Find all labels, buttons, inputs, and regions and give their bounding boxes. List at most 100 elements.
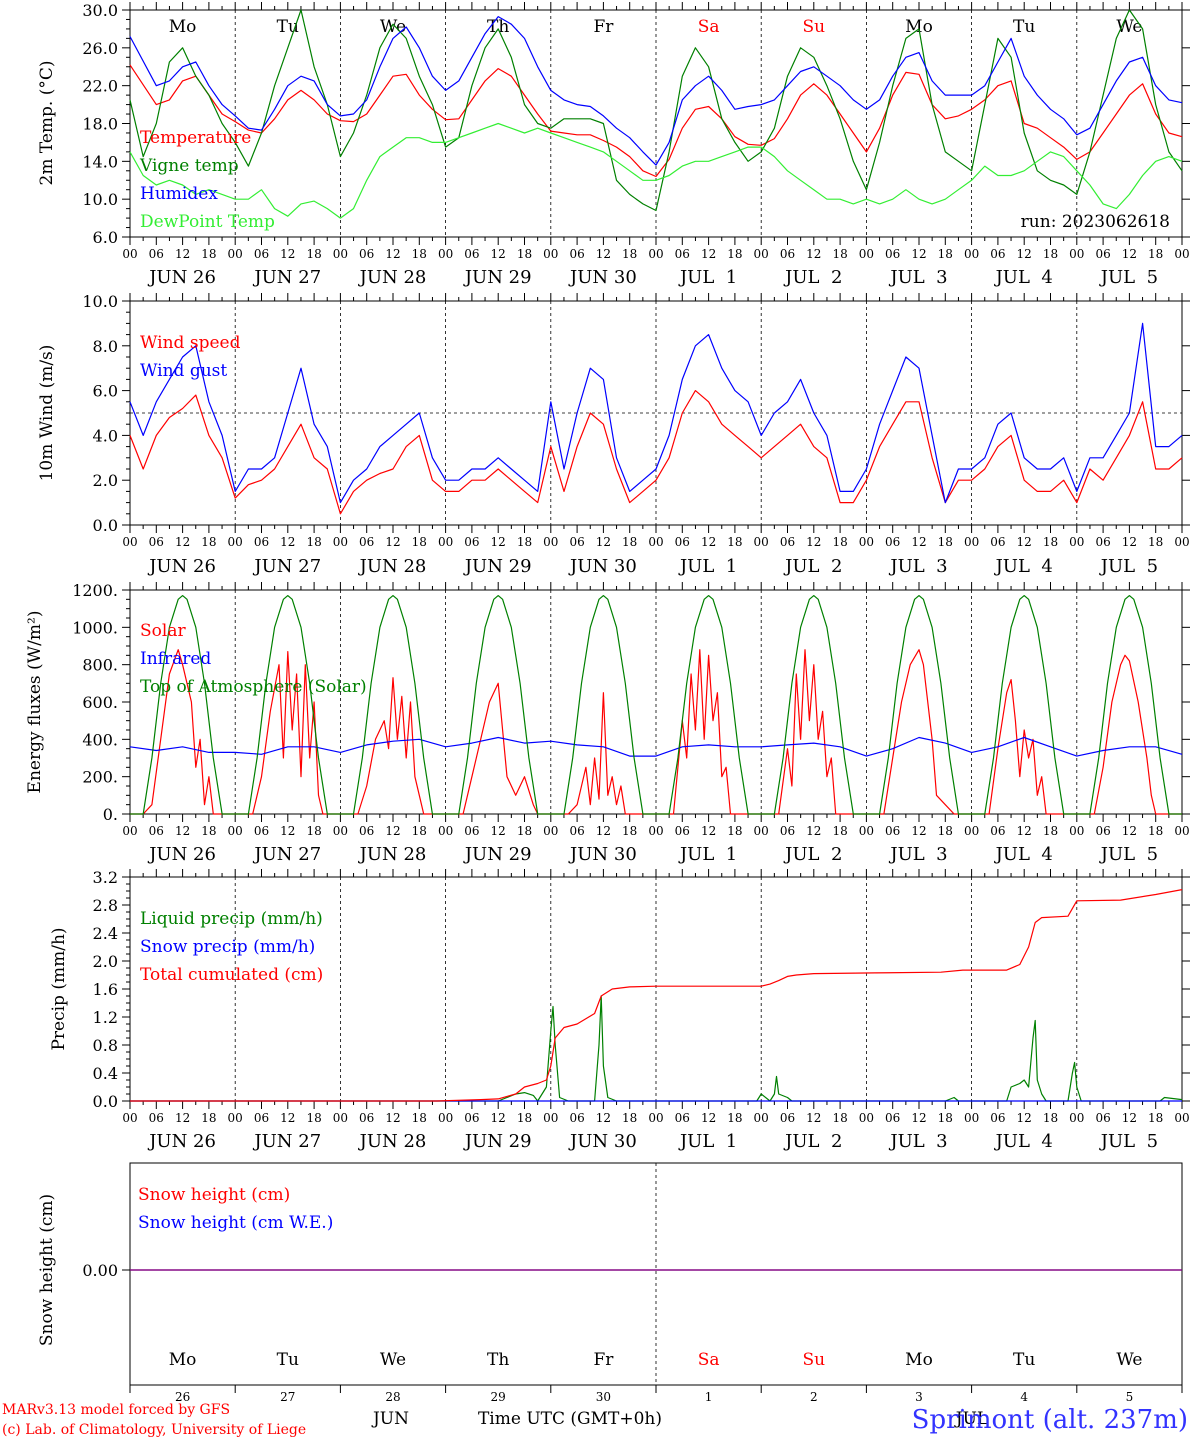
x-tick-label: 06 xyxy=(149,535,164,549)
date-label: JUN 27 xyxy=(252,844,321,865)
x-tick-label: 06 xyxy=(149,824,164,838)
x-tick-label: 12 xyxy=(806,824,821,838)
x-tick-label: 12 xyxy=(385,535,400,549)
x-tick-label: 18 xyxy=(1148,247,1163,261)
run-label: run: 2023062618 xyxy=(1021,212,1170,232)
date-label: JUL 1 xyxy=(678,1131,737,1152)
x-tick-label: 12 xyxy=(1017,1111,1032,1125)
legend-humidex: Humidex xyxy=(140,184,218,204)
footer: MARv3.13 model forced by GFS (c) Lab. of… xyxy=(2,1402,1188,1438)
month-label-jun: JUN xyxy=(371,1409,409,1429)
legend-wind-gust: Wind gust xyxy=(140,361,227,381)
temperature-x-ticks: 00 06 12 18 00 06 12 18 00 06 12 18 00 06 12 18 00 06 12 18… xyxy=(122,2,1190,261)
x-tick-label: 18 xyxy=(832,1111,847,1125)
snow-y-label: Snow height (cm) xyxy=(37,1194,57,1346)
x-tick-label: 18 xyxy=(727,1111,742,1125)
x-tick-label: 06 xyxy=(885,247,900,261)
series-line-3 xyxy=(129,122,1183,219)
x-tick-label: 06 xyxy=(990,824,1005,838)
y-tick-label: 10.0 xyxy=(82,292,118,311)
legend-total-cumulated: Total cumulated (cm) xyxy=(140,965,323,985)
x-tick-label: 18 xyxy=(412,824,427,838)
energy-day-grid xyxy=(234,590,1078,814)
x-tick-label: 06 xyxy=(359,535,374,549)
x-tick-label: 06 xyxy=(569,247,584,261)
x-tick-label: 12 xyxy=(596,1111,611,1125)
snow-day-numbers: 26 27 28 29 30 1 2 3 4 5 xyxy=(129,1385,1183,1404)
x-tick-label: 00 xyxy=(648,1111,663,1125)
x-tick-label: 00 xyxy=(543,1111,558,1125)
x-tick-label: 06 xyxy=(464,247,479,261)
x-tick-label: 00 xyxy=(228,824,243,838)
x-tick-label: 00 xyxy=(543,535,558,549)
x-tick-label: 00 xyxy=(964,247,979,261)
x-tick-label: 12 xyxy=(701,824,716,838)
wind-legend: Wind speed Wind gust xyxy=(140,333,241,381)
x-tick-label: 18 xyxy=(306,1111,321,1125)
date-label: JUL 2 xyxy=(783,1131,842,1152)
date-label: JUN 29 xyxy=(463,1131,532,1152)
weekday-label: Fr xyxy=(593,1350,614,1370)
date-label: JUL 3 xyxy=(888,556,947,577)
series-line-0 xyxy=(129,390,1183,515)
x-tick-label: 18 xyxy=(938,535,953,549)
x-tick-label: 00 xyxy=(543,247,558,261)
x-tick-label: 18 xyxy=(622,535,637,549)
y-tick-label: 6.0 xyxy=(93,228,118,247)
x-tick-label: 12 xyxy=(596,247,611,261)
y-tick-label: 1.2 xyxy=(93,1008,118,1027)
x-tick-label: 00 xyxy=(648,824,663,838)
x-tick-label: 06 xyxy=(990,535,1005,549)
x-tick-label: 00 xyxy=(754,1111,769,1125)
x-tick-label: 06 xyxy=(254,1111,269,1125)
wind-date-labels: JUN 26 JUN 27 JUN 28 JUN 29 JUN 30 JUL 1 JUL 2… xyxy=(147,556,1158,577)
x-tick-label: 06 xyxy=(780,247,795,261)
date-label: JUN 26 xyxy=(147,267,216,288)
x-tick-label: 18 xyxy=(517,1111,532,1125)
precip-day-grid xyxy=(234,877,1078,1101)
x-tick-label: 00 xyxy=(754,824,769,838)
x-tick-label: 18 xyxy=(1148,535,1163,549)
x-tick-label: 00 xyxy=(333,824,348,838)
date-label: JUN 29 xyxy=(463,844,532,865)
date-label: JUN 26 xyxy=(147,1131,216,1152)
x-tick-label: 06 xyxy=(149,1111,164,1125)
x-tick-label: 12 xyxy=(280,247,295,261)
day-number: 1 xyxy=(705,1390,713,1404)
x-tick-label: 12 xyxy=(701,247,716,261)
y-tick-label: 0. xyxy=(103,805,118,824)
x-tick-label: 06 xyxy=(675,824,690,838)
y-tick-label: 10.0 xyxy=(82,190,118,209)
x-tick-label: 18 xyxy=(1043,824,1058,838)
x-tick-label: 06 xyxy=(1095,247,1110,261)
model-credit: MARv3.13 model forced by GFS xyxy=(2,1402,230,1418)
x-tick-label: 00 xyxy=(438,535,453,549)
date-label: JUL 4 xyxy=(994,844,1053,865)
y-tick-label: 18.0 xyxy=(82,115,118,134)
date-label: JUN 28 xyxy=(358,1131,427,1152)
x-tick-label: 00 xyxy=(1174,824,1189,838)
x-tick-label: 06 xyxy=(569,824,584,838)
x-tick-label: 18 xyxy=(517,247,532,261)
x-tick-label: 00 xyxy=(333,247,348,261)
x-tick-label: 00 xyxy=(859,824,874,838)
x-tick-label: 18 xyxy=(727,824,742,838)
legend-temperature: Temperature xyxy=(140,128,251,148)
date-label: JUL 2 xyxy=(783,844,842,865)
lab-credit: (c) Lab. of Climatology, University of L… xyxy=(2,1422,306,1438)
x-tick-label: 06 xyxy=(990,247,1005,261)
energy-panel: Energy fluxes (W/m²) 1200. 1000. 800. 600. 4… xyxy=(25,581,1190,865)
y-tick-label: 400. xyxy=(82,730,118,749)
x-tick-label: 00 xyxy=(1174,535,1189,549)
x-tick-label: 12 xyxy=(1122,535,1137,549)
x-tick-label: 00 xyxy=(333,1111,348,1125)
x-tick-label: 06 xyxy=(1095,1111,1110,1125)
series-line-1 xyxy=(129,736,1183,757)
x-tick-label: 00 xyxy=(1069,1111,1084,1125)
x-tick-label: 00 xyxy=(648,247,663,261)
y-tick-label: 0.8 xyxy=(93,1036,118,1055)
day-number: 29 xyxy=(491,1390,506,1404)
x-tick-label: 06 xyxy=(885,535,900,549)
x-tick-label: 12 xyxy=(280,1111,295,1125)
